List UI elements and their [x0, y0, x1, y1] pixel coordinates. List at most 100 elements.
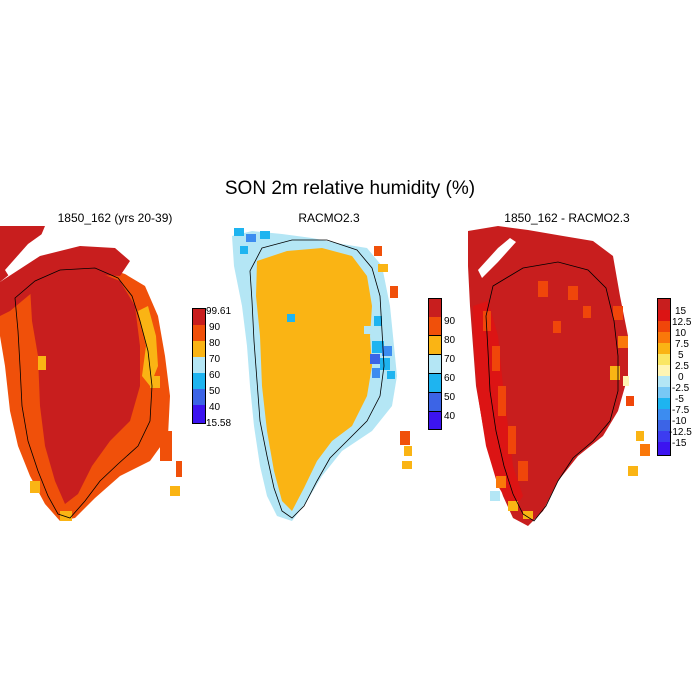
panel-1-north-cap [0, 246, 130, 316]
panel-2-colorbar-swatch [429, 317, 441, 336]
panel-2-tick: 80 [444, 335, 456, 346]
panel-1-tick: 80 [209, 338, 221, 349]
panel-1-colorbar-swatch [193, 341, 205, 358]
panel-1-tick: 50 [209, 386, 221, 397]
panel-1-cell [38, 356, 46, 370]
panel-3-cell [618, 336, 628, 348]
panel-1-cell [30, 481, 40, 493]
panel-2-colorbar-swatch [429, 299, 441, 318]
panel-1-colorbar-swatch [193, 309, 205, 326]
panel-1-tick: 70 [209, 354, 221, 365]
panel-3-title: 1850_162 - RACMO2.3 [504, 211, 630, 225]
panel-2-colorbar-swatch [429, 336, 441, 355]
panel-3-cell [583, 306, 591, 318]
panel-2-cell [374, 246, 382, 256]
panel-3-tick: 2.5 [675, 361, 689, 372]
panel-2-cell [374, 316, 382, 326]
panel-1-colorbar [192, 308, 206, 424]
panel-2-colorbar-swatch [429, 393, 441, 412]
panel-2-cell [404, 446, 412, 456]
figure-title: SON 2m relative humidity (%) [224, 178, 476, 199]
panel-3-cell [628, 466, 638, 476]
panel-1-tick: 60 [209, 370, 221, 381]
panel-1-cell [170, 486, 180, 496]
panel-2-cell [390, 286, 398, 298]
panel-1-cell [176, 461, 182, 477]
panel-3-cell [553, 321, 561, 333]
panel-3-cell [518, 461, 528, 481]
panel-3-tick: 12.5 [672, 317, 692, 328]
panel-1-interior [30, 271, 140, 504]
panel-2-cell [246, 234, 256, 242]
panel-2-cell [364, 326, 372, 334]
panel-2-cell [387, 371, 395, 379]
panel-2-coastline [249, 239, 385, 519]
panel-3-cell [483, 311, 491, 331]
panel-1-colorbar-swatch [193, 389, 205, 406]
panel-1-title: 1850_162 (yrs 20-39) [57, 211, 173, 225]
panel-2-cell [382, 346, 392, 356]
panel-2-cell [370, 354, 380, 364]
panel-1-cell [160, 431, 172, 461]
panel-2-tick: 50 [444, 392, 456, 403]
panel-3-colorbar [657, 298, 671, 456]
panel-3-tick: 7.5 [675, 339, 689, 350]
panel-2-cell [234, 228, 244, 236]
panel-3-cell [538, 281, 548, 297]
panel-2-cell [400, 431, 410, 445]
panel-1-map [0, 226, 182, 521]
panel-3-colorbar-swatch [658, 442, 670, 455]
panel-3-coastline [485, 261, 619, 522]
panel-3-tick: -15 [672, 438, 687, 449]
panel-3-cell [568, 286, 578, 300]
panel-1-coastline [14, 267, 153, 519]
panel-2-colorbar [428, 298, 442, 430]
panel-3-cell [490, 491, 500, 501]
panel-3-cell [640, 444, 650, 456]
panel-1-colorbar-swatch [193, 357, 205, 374]
panel-1-tick: 99.61 [206, 306, 232, 317]
panel-1-east-strip [138, 306, 158, 386]
panel-3-tick: -7.5 [672, 405, 690, 416]
panel-3-tick: -2.5 [672, 383, 690, 394]
panel-3-cell [508, 426, 516, 454]
panel-3-tick: -12.5 [669, 427, 692, 438]
panel-2-interior [256, 248, 372, 511]
panel-3-cell [498, 386, 506, 416]
panel-3-cell [496, 476, 506, 488]
panel-2-tick: 40 [444, 411, 456, 422]
panel-2-cell [240, 246, 248, 254]
panel-1-colorbar-swatch [193, 373, 205, 390]
panel-1-cell [150, 376, 160, 388]
panel-3-tick: 10 [675, 328, 687, 339]
panel-1-tick: 40 [209, 402, 221, 413]
panel-2-tick: 70 [444, 354, 456, 365]
panel-1-tick: 15.58 [206, 418, 232, 429]
panel-2-cell [402, 461, 412, 469]
panel-3-tick: 0 [678, 372, 684, 383]
panel-1-nw-white [5, 234, 48, 278]
panel-2-colorbar-swatch [429, 355, 441, 374]
panel-3-tick: 5 [678, 350, 684, 361]
panel-2-cell [287, 314, 295, 322]
panel-3-cell [626, 396, 634, 406]
panel-2-cell [372, 368, 380, 378]
panel-3-tick: 15 [675, 306, 687, 317]
panel-3-cell [508, 501, 518, 511]
panel-2-title: RACMO2.3 [298, 211, 360, 225]
panel-2-cell [372, 341, 384, 353]
panel-3-tick: -5 [675, 394, 684, 405]
panel-3-cell [636, 431, 644, 441]
panel-1-tick: 90 [209, 322, 221, 333]
panel-3-cell [492, 346, 500, 371]
panel-2-colorbar-swatch [429, 374, 441, 393]
panel-1-colorbar-swatch [193, 405, 205, 423]
panel-3-cell [623, 376, 629, 386]
panel-3-cell [613, 306, 623, 320]
panel-2-colorbar-swatch [429, 412, 441, 429]
panel-3-cell [523, 511, 533, 519]
panel-2-cell [260, 231, 270, 239]
panel-3-map [468, 226, 650, 526]
panel-2-map [232, 228, 412, 521]
panel-3-tick: -10 [672, 416, 687, 427]
